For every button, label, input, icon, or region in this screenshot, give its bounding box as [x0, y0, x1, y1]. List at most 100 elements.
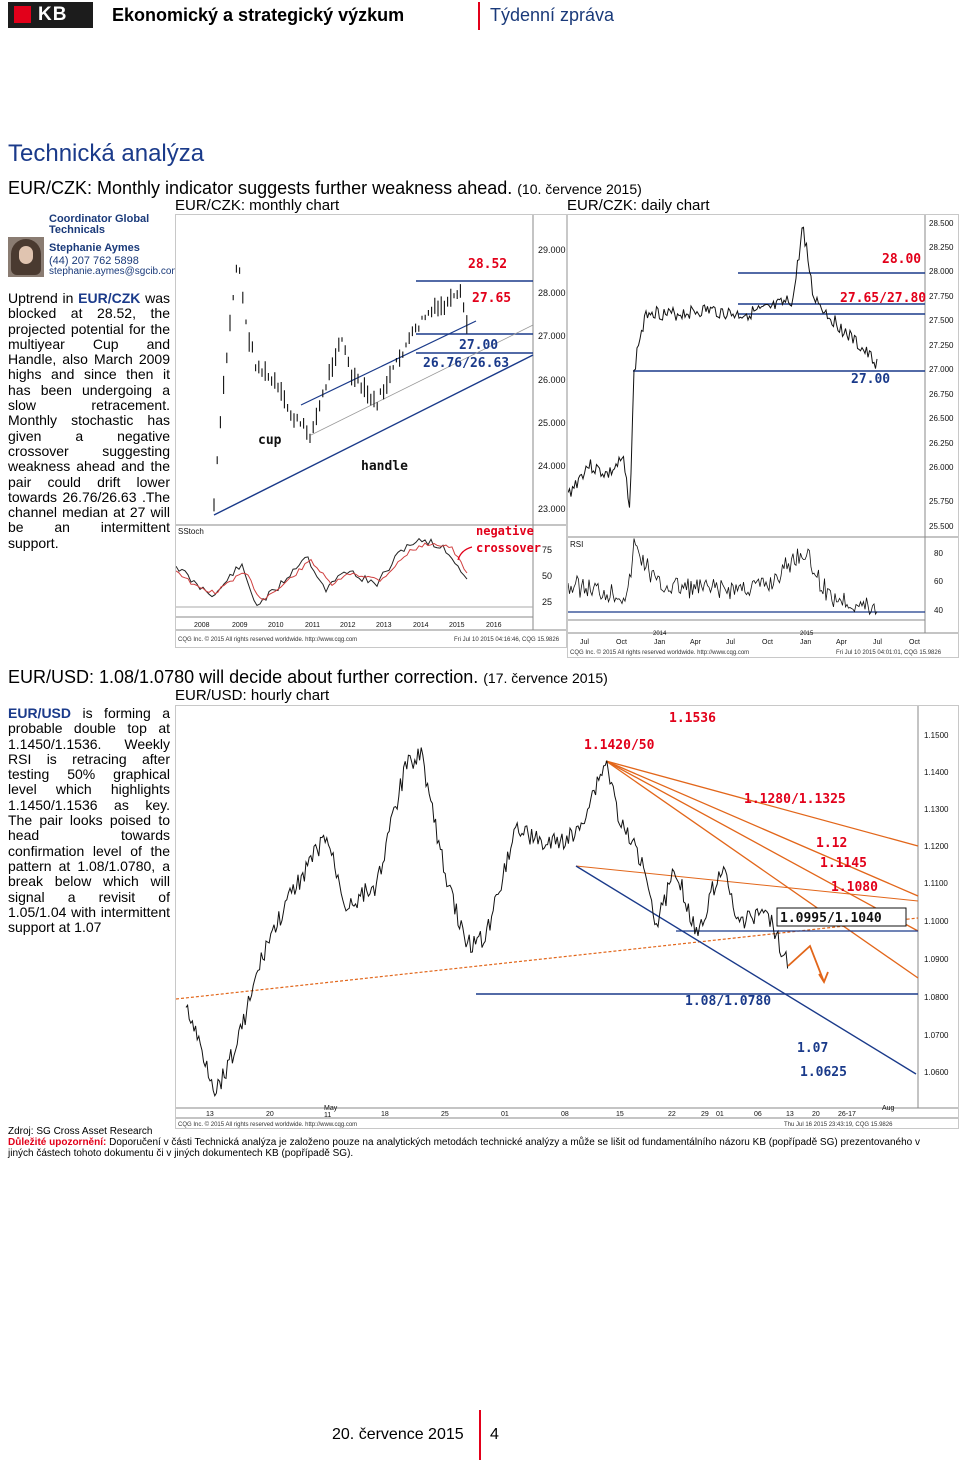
- svg-text:Apr: Apr: [836, 639, 848, 646]
- daily-footer-right: Fri Jul 10 2015 04:01:01, CQG 15.9826: [836, 650, 942, 656]
- svg-text:2015: 2015: [449, 622, 465, 629]
- ann-1-07: 1.07: [797, 1041, 828, 1056]
- page-divider: [479, 1410, 481, 1460]
- daily-rsi-line: [567, 538, 878, 616]
- hourly-footer-right: Thu Jul 16 2015 23:43:19, CQG 15.9826: [784, 1122, 893, 1128]
- ann-1-1420: 1.1420/50: [584, 738, 655, 753]
- monthly-chart-svg: 28.52 27.65 27.00 26.76/26.63 cup handle…: [175, 215, 566, 647]
- svg-text:26.500: 26.500: [929, 414, 954, 423]
- ann-26-76: 26.76/26.63: [423, 356, 509, 371]
- ann-1-0625: 1.0625: [800, 1065, 847, 1080]
- ann-cup: cup: [258, 433, 282, 448]
- svg-text:28.500: 28.500: [929, 219, 954, 228]
- axis-25: 25: [542, 597, 552, 607]
- svg-text:08: 08: [561, 1111, 569, 1118]
- daily-chart-svg: 28.00 27.65/27.80 27.00 RSI 28.500 28.25…: [567, 215, 958, 657]
- svg-text:20: 20: [266, 1111, 274, 1118]
- ann-1-1145: 1.1145: [820, 856, 867, 871]
- daily-years: 2014 2015: [653, 631, 814, 637]
- svg-text:20: 20: [812, 1111, 820, 1118]
- svg-text:Oct: Oct: [909, 639, 920, 646]
- chart2-title: EUR/CZK: daily chart: [567, 197, 710, 214]
- daily-chart: 28.00 27.65/27.80 27.00 RSI 28.500 28.25…: [567, 214, 959, 658]
- author-photo: [8, 237, 44, 277]
- svg-text:2016: 2016: [486, 622, 502, 629]
- svg-text:28.000: 28.000: [929, 267, 954, 276]
- chart3-title: EUR/USD: hourly chart: [175, 687, 330, 704]
- axis-75: 75: [542, 545, 552, 555]
- stoch-k-line: [175, 537, 468, 607]
- svg-text:Jan: Jan: [800, 639, 811, 646]
- monthly-price-bars: [213, 264, 468, 512]
- page-number: 4: [490, 1426, 499, 1443]
- svg-text:25.750: 25.750: [929, 497, 954, 506]
- ann-28-00: 28.00: [882, 252, 921, 267]
- svg-text:13: 13: [206, 1111, 214, 1118]
- svg-text:Aug: Aug: [882, 1105, 895, 1112]
- stoch-d-line: [175, 542, 468, 601]
- osc-label: SStoch: [178, 527, 204, 536]
- article2-headline: EUR/USD: 1.08/1.0780 will decide about f…: [8, 667, 608, 687]
- author-name: Stephanie Aymes: [49, 242, 140, 254]
- axis-50: 50: [542, 571, 552, 581]
- ann-1-08: 1.08/1.0780: [685, 994, 771, 1009]
- svg-text:2009: 2009: [232, 622, 248, 629]
- hourly-price-line: [185, 747, 789, 1098]
- axis-27000: 27.000: [538, 331, 566, 341]
- svg-text:2012: 2012: [340, 622, 356, 629]
- ann-27-65: 27.65: [472, 291, 511, 306]
- svg-text:1.0700: 1.0700: [924, 1031, 949, 1040]
- svg-text:25: 25: [441, 1111, 449, 1118]
- header-divider: [478, 2, 480, 30]
- axis-23000: 23.000: [538, 504, 566, 514]
- page-date: 20. července 2015: [332, 1426, 464, 1443]
- daily-price-line: [567, 226, 878, 508]
- svg-text:06: 06: [754, 1111, 762, 1118]
- svg-text:27.250: 27.250: [929, 341, 954, 350]
- axis-29000: 29.000: [538, 245, 566, 255]
- axis-24000: 24.000: [538, 461, 566, 471]
- svg-text:2014: 2014: [413, 622, 429, 629]
- ann-1-1536: 1.1536: [669, 711, 716, 726]
- chart1-title: EUR/CZK: monthly chart: [175, 197, 340, 214]
- article2-body: EUR/USD is forming a probable double top…: [8, 705, 170, 936]
- disclaimer: Důležité upozornění: Doporučení v části …: [8, 1137, 920, 1159]
- svg-text:22: 22: [668, 1111, 676, 1118]
- author-phone: (44) 207 762 5898: [49, 255, 139, 267]
- svg-text:18: 18: [381, 1111, 389, 1118]
- svg-text:Jul: Jul: [580, 639, 589, 646]
- svg-text:1.0600: 1.0600: [924, 1068, 949, 1077]
- svg-text:40: 40: [934, 606, 943, 615]
- svg-text:May: May: [324, 1105, 338, 1112]
- svg-text:2008: 2008: [194, 622, 210, 629]
- svg-text:Apr: Apr: [690, 639, 702, 646]
- hourly-footer-left: CQG Inc. © 2015 All rights reserved worl…: [178, 1121, 357, 1128]
- svg-text:1.1000: 1.1000: [924, 917, 949, 926]
- svg-text:2015: 2015: [800, 631, 814, 637]
- ann-handle: handle: [361, 459, 408, 474]
- svg-text:11: 11: [324, 1112, 331, 1119]
- monthly-chart: 28.52 27.65 27.00 26.76/26.63 cup handle…: [175, 214, 567, 648]
- svg-text:Jan: Jan: [654, 639, 665, 646]
- section-title: Technická analýza: [8, 140, 205, 167]
- hourly-dates: 13 20 May 11 18 25 01 08 15 22 29 01 06 …: [206, 1105, 895, 1119]
- svg-text:Oct: Oct: [616, 639, 627, 646]
- svg-text:1.0800: 1.0800: [924, 993, 949, 1002]
- header-title: Ekonomický a strategický výzkum: [112, 5, 405, 25]
- monthly-footer-left: CQG Inc. © 2015 All rights reserved worl…: [178, 636, 357, 643]
- svg-text:60: 60: [934, 577, 943, 586]
- axis-26000: 26.000: [538, 375, 566, 385]
- daily-footer-left: CQG Inc. © 2015 All rights reserved worl…: [570, 649, 749, 656]
- svg-text:1.0900: 1.0900: [924, 955, 949, 964]
- ann-negative: negative: [476, 524, 534, 538]
- ann-1-1080: 1.1080: [831, 880, 878, 895]
- svg-text:25.500: 25.500: [929, 522, 954, 531]
- kb-logo: KB: [8, 2, 93, 28]
- article1-body: Uptrend in EUR/CZK was blocked at 28.52,…: [8, 290, 170, 551]
- svg-text:29: 29: [701, 1111, 709, 1118]
- svg-text:13: 13: [786, 1111, 794, 1118]
- svg-text:15: 15: [616, 1111, 624, 1118]
- svg-text:1.1500: 1.1500: [924, 731, 949, 740]
- author-email[interactable]: stephanie.aymes@sgcib.com: [49, 266, 180, 277]
- ann-27-00: 27.00: [459, 338, 498, 353]
